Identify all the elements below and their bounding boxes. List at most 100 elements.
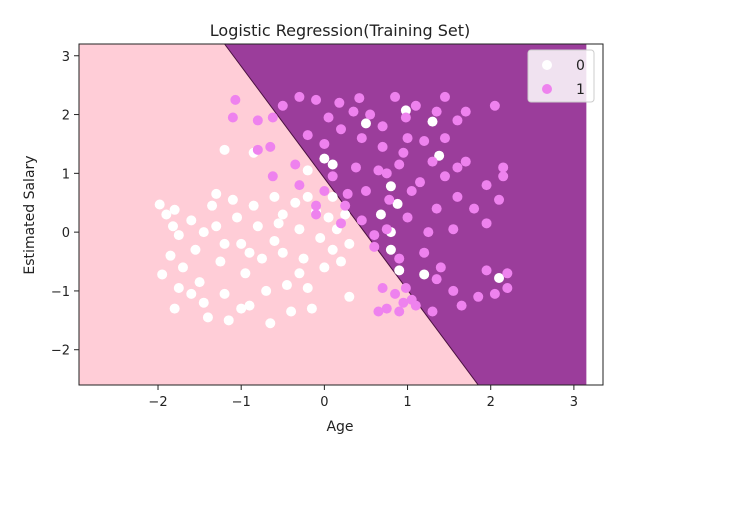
scatter-point-class-1: [394, 306, 405, 317]
x-tick-label: 0: [320, 395, 328, 410]
scatter-point-class-1: [406, 185, 417, 196]
scatter-point-class-1: [354, 93, 365, 104]
scatter-point-class-0: [360, 118, 371, 129]
scatter-point-class-1: [448, 285, 459, 296]
scatter-point-class-0: [419, 269, 430, 280]
scatter-point-class-1: [265, 141, 276, 152]
scatter-point-class-0: [427, 116, 438, 127]
legend: 01: [527, 49, 595, 103]
scatter-point-class-1: [469, 203, 480, 214]
scatter-point-class-0: [165, 250, 176, 261]
scatter-point-class-0: [211, 188, 222, 199]
scatter-point-class-1: [456, 300, 467, 311]
scatter-point-class-0: [219, 144, 230, 155]
scatter-point-class-1: [402, 133, 413, 144]
scatter-point-class-0: [167, 221, 178, 232]
legend-label: 1: [576, 82, 585, 98]
scatter-point-class-0: [194, 277, 205, 288]
scatter-point-class-1: [394, 159, 405, 170]
scatter-point-class-0: [392, 198, 403, 209]
scatter-point-class-1: [227, 112, 238, 123]
scatter-point-class-1: [319, 138, 330, 149]
scatter-point-class-1: [334, 97, 345, 108]
scatter-point-class-0: [286, 306, 297, 317]
scatter-point-class-0: [157, 269, 168, 280]
scatter-point-class-1: [448, 224, 459, 235]
y-tick-label: 0: [62, 226, 70, 241]
scatter-point-class-1: [267, 171, 278, 182]
scatter-point-class-1: [377, 282, 388, 293]
scatter-point-class-1: [252, 115, 263, 126]
scatter-point-class-1: [435, 262, 446, 273]
scatter-point-class-0: [186, 215, 197, 226]
scatter-point-class-1: [452, 162, 463, 173]
scatter-point-class-0: [302, 191, 313, 202]
y-axis-label: Estimated Salary: [22, 155, 38, 274]
scatter-point-class-1: [431, 203, 442, 214]
scatter-point-class-1: [481, 180, 492, 191]
scatter-point-class-1: [365, 109, 376, 120]
scatter-point-class-0: [236, 303, 247, 314]
scatter-point-class-0: [190, 244, 201, 255]
scatter-point-class-1: [452, 191, 463, 202]
scatter-point-class-1: [481, 218, 492, 229]
scatter-point-class-0: [281, 280, 292, 291]
scatter-point-class-1: [277, 100, 288, 111]
scatter-point-class-1: [502, 268, 513, 279]
scatter-point-class-1: [390, 91, 401, 102]
scatter-point-class-0: [173, 282, 184, 293]
x-tick-label: −2: [148, 395, 167, 410]
y-tick-label: 3: [62, 50, 70, 65]
scatter-point-class-0: [434, 150, 445, 161]
scatter-point-class-0: [223, 315, 234, 326]
scatter-point-class-1: [502, 282, 513, 293]
scatter-point-class-1: [360, 185, 371, 196]
y-tick-label: −2: [51, 344, 70, 359]
scatter-point-class-0: [244, 247, 255, 258]
scatter-point-class-1: [294, 180, 305, 191]
scatter-point-class-1: [373, 165, 384, 176]
scatter-point-class-1: [348, 106, 359, 117]
y-tick-label: −1: [51, 285, 70, 300]
decision-boundary: [224, 44, 479, 385]
scatter-point-class-1: [419, 247, 430, 258]
scatter-point-class-1: [294, 91, 305, 102]
legend-marker: [542, 60, 552, 70]
scatter-point-class-0: [252, 221, 263, 232]
scatter-point-class-0: [298, 253, 309, 264]
legend-label: 0: [576, 58, 585, 74]
scatter-point-class-0: [186, 288, 197, 299]
scatter-point-class-1: [431, 274, 442, 285]
scatter-point-class-0: [244, 300, 255, 311]
scatter-point-class-0: [219, 238, 230, 249]
scatter-point-class-0: [236, 238, 247, 249]
scatter-point-class-0: [265, 318, 276, 329]
scatter-point-class-1: [423, 227, 434, 238]
scatter-point-class-0: [306, 303, 317, 314]
scatter-point-class-0: [198, 227, 209, 238]
scatter-point-class-0: [494, 272, 505, 283]
scatter-point-class-0: [198, 297, 209, 308]
scatter-point-class-0: [294, 224, 305, 235]
scatter-point-class-1: [267, 112, 278, 123]
scatter-point-class-0: [277, 209, 288, 220]
scatter-point-class-0: [173, 230, 184, 241]
scatter-point-class-1: [369, 241, 380, 252]
scatter-point-class-1: [402, 212, 413, 223]
scatter-point-class-0: [215, 256, 226, 267]
scatter-point-class-0: [400, 105, 411, 116]
scatter-point-class-0: [375, 209, 386, 220]
scatter-point-class-0: [169, 204, 180, 215]
scatter-point-class-1: [473, 291, 484, 302]
data-points: [154, 91, 513, 329]
scatter-point-class-0: [319, 153, 330, 164]
scatter-point-class-1: [460, 156, 471, 167]
scatter-point-class-0: [169, 303, 180, 314]
scatter-point-class-0: [336, 256, 346, 267]
scatter-point-class-0: [248, 200, 259, 211]
scatter-point-class-0: [315, 233, 326, 244]
scatter-point-class-0: [323, 212, 334, 223]
scatter-point-class-1: [489, 288, 500, 299]
scatter-point-class-0: [269, 191, 280, 202]
